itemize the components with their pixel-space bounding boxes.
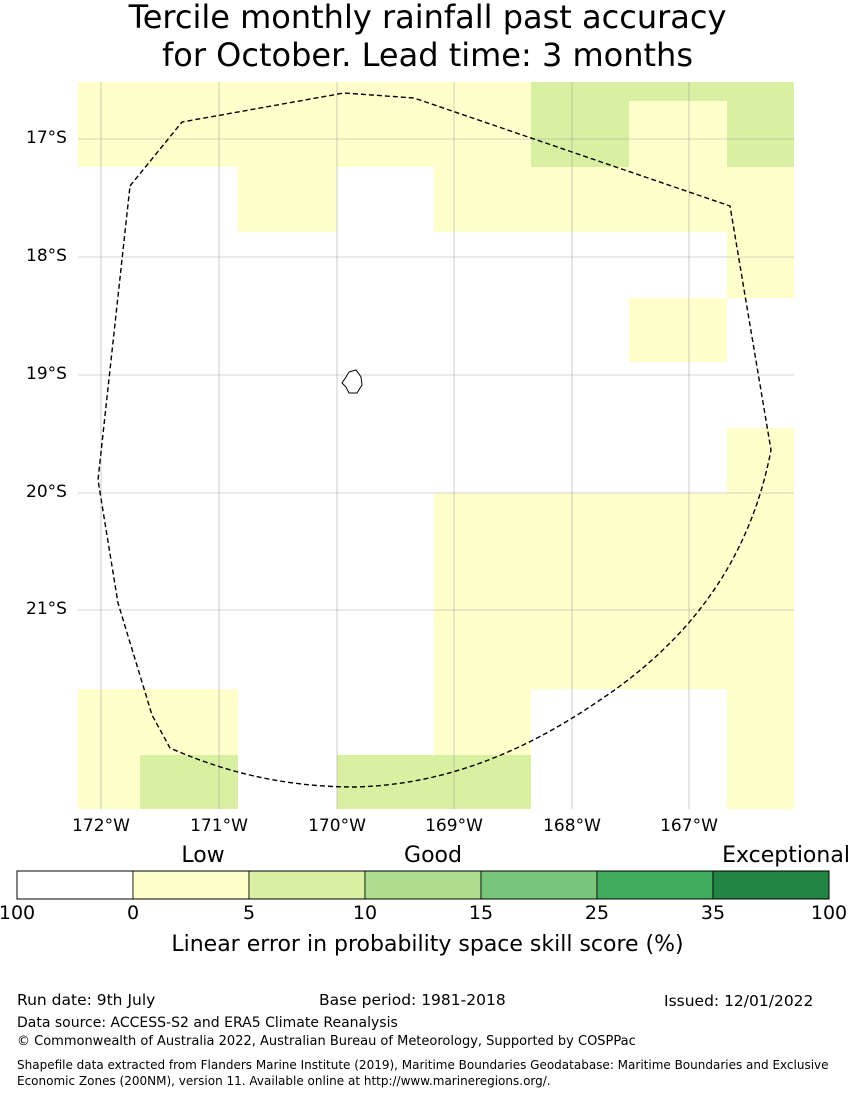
legend-category-exceptional: Exceptional (722, 843, 850, 868)
skill-cell (727, 623, 794, 689)
niue-island (341, 369, 363, 394)
legend-category-good: Good (404, 843, 462, 868)
colorbar-tick-0: 100 (0, 902, 36, 924)
lat-label-20s: 20°S (26, 482, 67, 502)
colorbar-segments (16, 870, 830, 900)
skill-cell (434, 82, 531, 167)
skill-cell (629, 493, 727, 558)
skill-cell (238, 167, 337, 232)
map-title-line1: Tercile monthly rainfall past accuracy (128, 0, 727, 36)
colorbar-segment (480, 870, 598, 900)
skill-cell (78, 689, 238, 755)
skill-cell (140, 755, 238, 809)
skill-cell (629, 101, 727, 167)
skill-cell (727, 558, 794, 623)
skill-cell (434, 558, 531, 623)
colorbar-segment (248, 870, 366, 900)
colorbar-segment (16, 870, 134, 900)
skill-cell (531, 82, 629, 167)
map-title-line2: for October. Lead time: 3 months (162, 36, 693, 74)
colorbar-tick-1: 0 (126, 902, 140, 924)
lon-label-172w: 172°W (72, 816, 130, 836)
skill-cell (434, 689, 531, 755)
skill-cell (238, 82, 337, 167)
colorbar-tick-7: 100 (810, 902, 848, 924)
skill-cell (531, 558, 629, 623)
lon-label-168w: 168°W (543, 816, 601, 836)
skill-cell (727, 428, 794, 493)
colorbar-segment (364, 870, 482, 900)
skill-map (78, 82, 794, 809)
lon-label-170w: 170°W (308, 816, 366, 836)
skill-cell (531, 167, 629, 232)
lat-label-18s: 18°S (26, 246, 67, 266)
lon-label-171w: 171°W (190, 816, 248, 836)
map-gridlines (78, 82, 794, 809)
legend-category-low: Low (181, 843, 225, 868)
skill-cell (629, 298, 727, 362)
shapefile-credit-line1: Shapefile data extracted from Flanders M… (17, 1058, 829, 1072)
lat-label-17s: 17°S (26, 128, 67, 148)
run-date: Run date: 9th July (17, 991, 156, 1009)
skill-cell (629, 558, 727, 623)
colorbar-tick-3: 10 (352, 902, 378, 924)
skill-cell (727, 689, 794, 755)
lat-label-19s: 19°S (26, 364, 67, 384)
colorbar-segment (596, 870, 714, 900)
colorbar-segment (712, 870, 830, 900)
colorbar-tick-4: 15 (468, 902, 494, 924)
data-source: Data source: ACCESS-S2 and ERA5 Climate … (17, 1015, 398, 1031)
issued-date: Issued: 12/01/2022 (664, 992, 814, 1010)
skill-cell (434, 755, 531, 809)
colorbar-tick-5: 25 (584, 902, 610, 924)
lon-label-167w: 167°W (660, 816, 718, 836)
skill-cell (629, 167, 727, 232)
skill-cell (434, 167, 531, 232)
skill-cell (531, 493, 629, 558)
shapefile-credit-line2: Economic Zones (200NM), version 11. Avai… (17, 1074, 551, 1088)
lon-label-169w: 169°W (425, 816, 483, 836)
skill-cell (434, 493, 531, 558)
colorbar (16, 870, 830, 900)
skill-cell (337, 755, 434, 809)
colorbar-title: Linear error in probability space skill … (171, 932, 684, 957)
skill-cell (434, 623, 531, 689)
colorbar-tick-2: 5 (242, 902, 256, 924)
skill-cell (78, 82, 238, 167)
skill-cell (337, 101, 434, 167)
skill-cell (727, 755, 794, 809)
skill-cells (78, 82, 794, 809)
skill-cell (531, 623, 629, 689)
skill-cell (727, 232, 794, 298)
copyright: © Commonwealth of Australia 2022, Austra… (17, 1034, 636, 1049)
skill-cell (727, 167, 794, 232)
lat-label-21s: 21°S (26, 599, 67, 619)
eez-boundary (97, 92, 772, 788)
skill-cell (727, 82, 794, 167)
skill-cell (78, 755, 140, 809)
colorbar-segment (132, 870, 250, 900)
base-period: Base period: 1981-2018 (319, 991, 506, 1009)
colorbar-tick-6: 35 (700, 902, 726, 924)
